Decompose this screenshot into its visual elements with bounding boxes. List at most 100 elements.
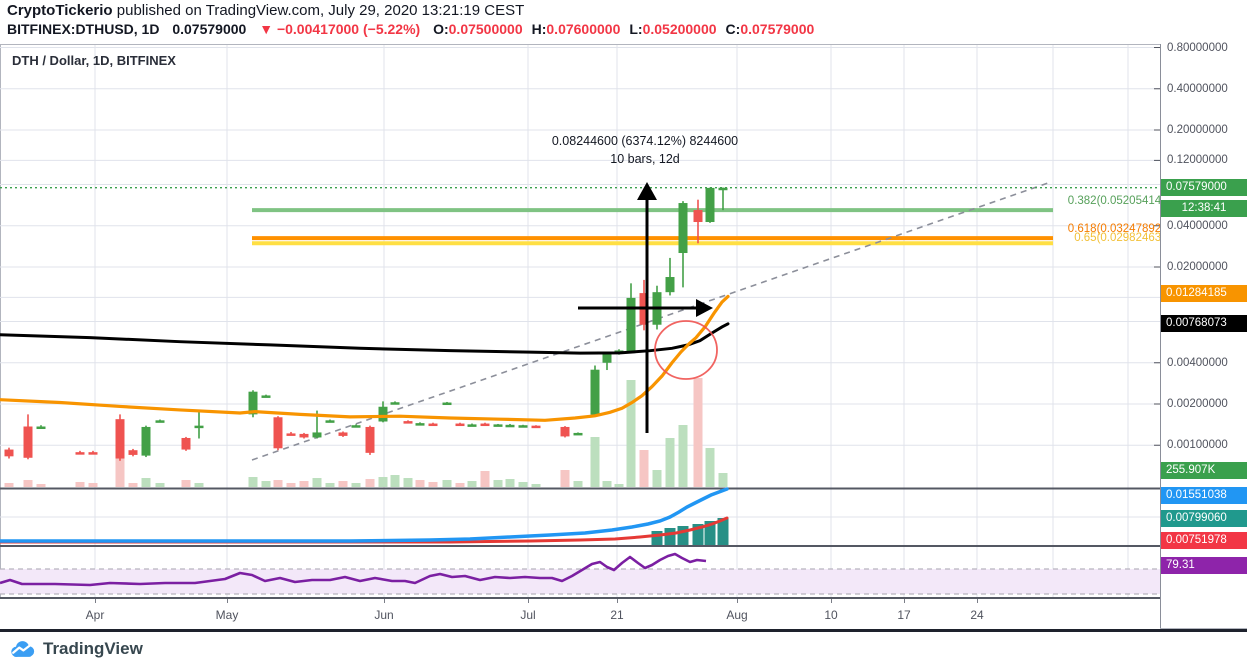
candle xyxy=(693,199,703,244)
candle xyxy=(602,352,612,371)
candle xyxy=(141,425,151,458)
volume-bar xyxy=(573,481,583,487)
volume-value-badge: 255.907K xyxy=(1161,461,1247,479)
candle xyxy=(493,423,503,427)
candle xyxy=(75,450,85,455)
time-tickmark xyxy=(977,599,978,603)
chart-plot[interactable] xyxy=(0,44,1160,598)
time-tick-label: 21 xyxy=(610,608,624,622)
candle xyxy=(573,432,583,436)
candle xyxy=(590,365,600,417)
up-arrowhead-icon xyxy=(637,182,657,200)
price-axis[interactable]: 0.80000000 0.40000000 0.20000000 0.12000000… xyxy=(1160,42,1247,628)
time-tick-label: May xyxy=(215,608,239,622)
down-triangle-icon: ▼ xyxy=(259,21,274,37)
candle xyxy=(678,201,688,288)
indicator-red-value-badge: 0.00751978 xyxy=(1161,531,1247,549)
volume-bar xyxy=(705,448,715,487)
volume-bar xyxy=(718,473,728,487)
indicator-pane xyxy=(0,487,729,545)
price-tick-label: 0.04000000 xyxy=(1167,219,1228,232)
price-tick-label: 0.02000000 xyxy=(1167,261,1228,273)
volume-bar xyxy=(531,484,541,487)
chart-line-glyph xyxy=(12,642,33,654)
candle xyxy=(88,450,98,455)
candle xyxy=(115,414,125,461)
time-tickmark xyxy=(227,599,228,603)
indicator-histogram-bar xyxy=(651,531,663,545)
ohlc-key: O: xyxy=(433,21,449,37)
indicator-blue-line xyxy=(0,487,729,543)
candle xyxy=(351,424,361,428)
volume-bar xyxy=(273,480,283,487)
brand-name: TradingView xyxy=(43,638,143,658)
candle xyxy=(480,422,490,427)
rsi-line xyxy=(0,552,707,587)
candle xyxy=(403,420,413,424)
volume-bar xyxy=(75,482,85,487)
time-tick-label: Jul xyxy=(520,608,536,622)
right-arrowhead-icon xyxy=(696,299,713,317)
volume-bar xyxy=(493,480,503,487)
indicator-histogram-bar xyxy=(677,526,689,545)
indicator-histogram-bar xyxy=(692,524,704,545)
volume-bar xyxy=(480,471,490,487)
volume-bar xyxy=(693,378,703,487)
volume-bar xyxy=(590,437,600,487)
time-tickmark xyxy=(528,599,529,603)
ma-slow-value-badge: 0.00768073 xyxy=(1161,315,1247,333)
ohlc-key: L: xyxy=(629,21,643,37)
volume-bar xyxy=(505,479,515,487)
time-tick-label: 17 xyxy=(897,608,911,622)
symbol-label: BITFINEX:DTHUSD, 1D xyxy=(7,21,160,37)
last-price-value: 0.07579000 xyxy=(172,21,247,37)
time-axis[interactable]: Apr May Jun Jul 21 Aug 10 17 24 xyxy=(0,597,1160,630)
header: CryptoTickerio published on TradingView.… xyxy=(0,0,1247,44)
price-tick-label: 0.00400000 xyxy=(1167,356,1228,369)
candle xyxy=(4,447,14,459)
candle xyxy=(718,187,728,211)
volume-bar xyxy=(115,458,125,487)
ohlc-values: O:0.07500000 H:0.07600000 L:0.05200000 C:0.… xyxy=(433,21,823,37)
indicator-red-line xyxy=(0,516,729,544)
volume-bar xyxy=(194,483,204,487)
ma-slow-line xyxy=(0,322,730,355)
tradingview-logo[interactable] xyxy=(9,639,36,659)
ohlc-value: 0.05200000 xyxy=(642,21,717,37)
ohlc-key: C: xyxy=(725,21,741,37)
candle xyxy=(665,257,675,296)
projection-annotation: 0.08244600 (6374.12%) 8244600 10 bars, 1… xyxy=(530,132,760,168)
rsi-band xyxy=(0,569,1160,594)
volume-bar xyxy=(403,478,413,487)
rsi-pane xyxy=(0,552,1160,595)
price-tick-label: 0.00100000 xyxy=(1167,439,1228,452)
author-name: CryptoTickerio xyxy=(7,2,113,19)
volume-bar xyxy=(614,484,624,487)
time-tickmark xyxy=(904,599,905,603)
candle xyxy=(390,401,400,405)
volume-bar xyxy=(128,483,138,487)
price-tick-label: 0.20000000 xyxy=(1167,124,1228,136)
candle xyxy=(365,425,375,455)
gridlines xyxy=(0,45,1160,597)
ohlc-value: 0.07579000 xyxy=(740,21,815,37)
candle xyxy=(299,432,309,439)
ohlc-key: H: xyxy=(531,21,547,37)
time-tick-label: Jun xyxy=(374,608,394,622)
volume-bar xyxy=(390,475,400,487)
volume-bar xyxy=(4,483,14,487)
volume-bar xyxy=(442,480,452,487)
volume-bar xyxy=(665,438,675,487)
time-tickmark xyxy=(95,599,96,603)
volume-bar xyxy=(602,481,612,487)
arrow-drawings xyxy=(578,182,713,433)
ma-fast-line xyxy=(0,294,730,422)
volume-bar xyxy=(378,477,388,487)
projection-annotation-line2: 10 bars, 12d xyxy=(610,152,680,166)
volume-bar xyxy=(560,470,570,487)
fib-level-label: 0.382(0.05205414) xyxy=(1067,195,1165,208)
candle xyxy=(194,411,204,439)
projection-annotation-line1: 0.08244600 (6374.12%) 8244600 xyxy=(551,134,739,148)
candle xyxy=(560,426,570,438)
change-value: −0.00417000 (−5.22%) xyxy=(276,21,421,37)
